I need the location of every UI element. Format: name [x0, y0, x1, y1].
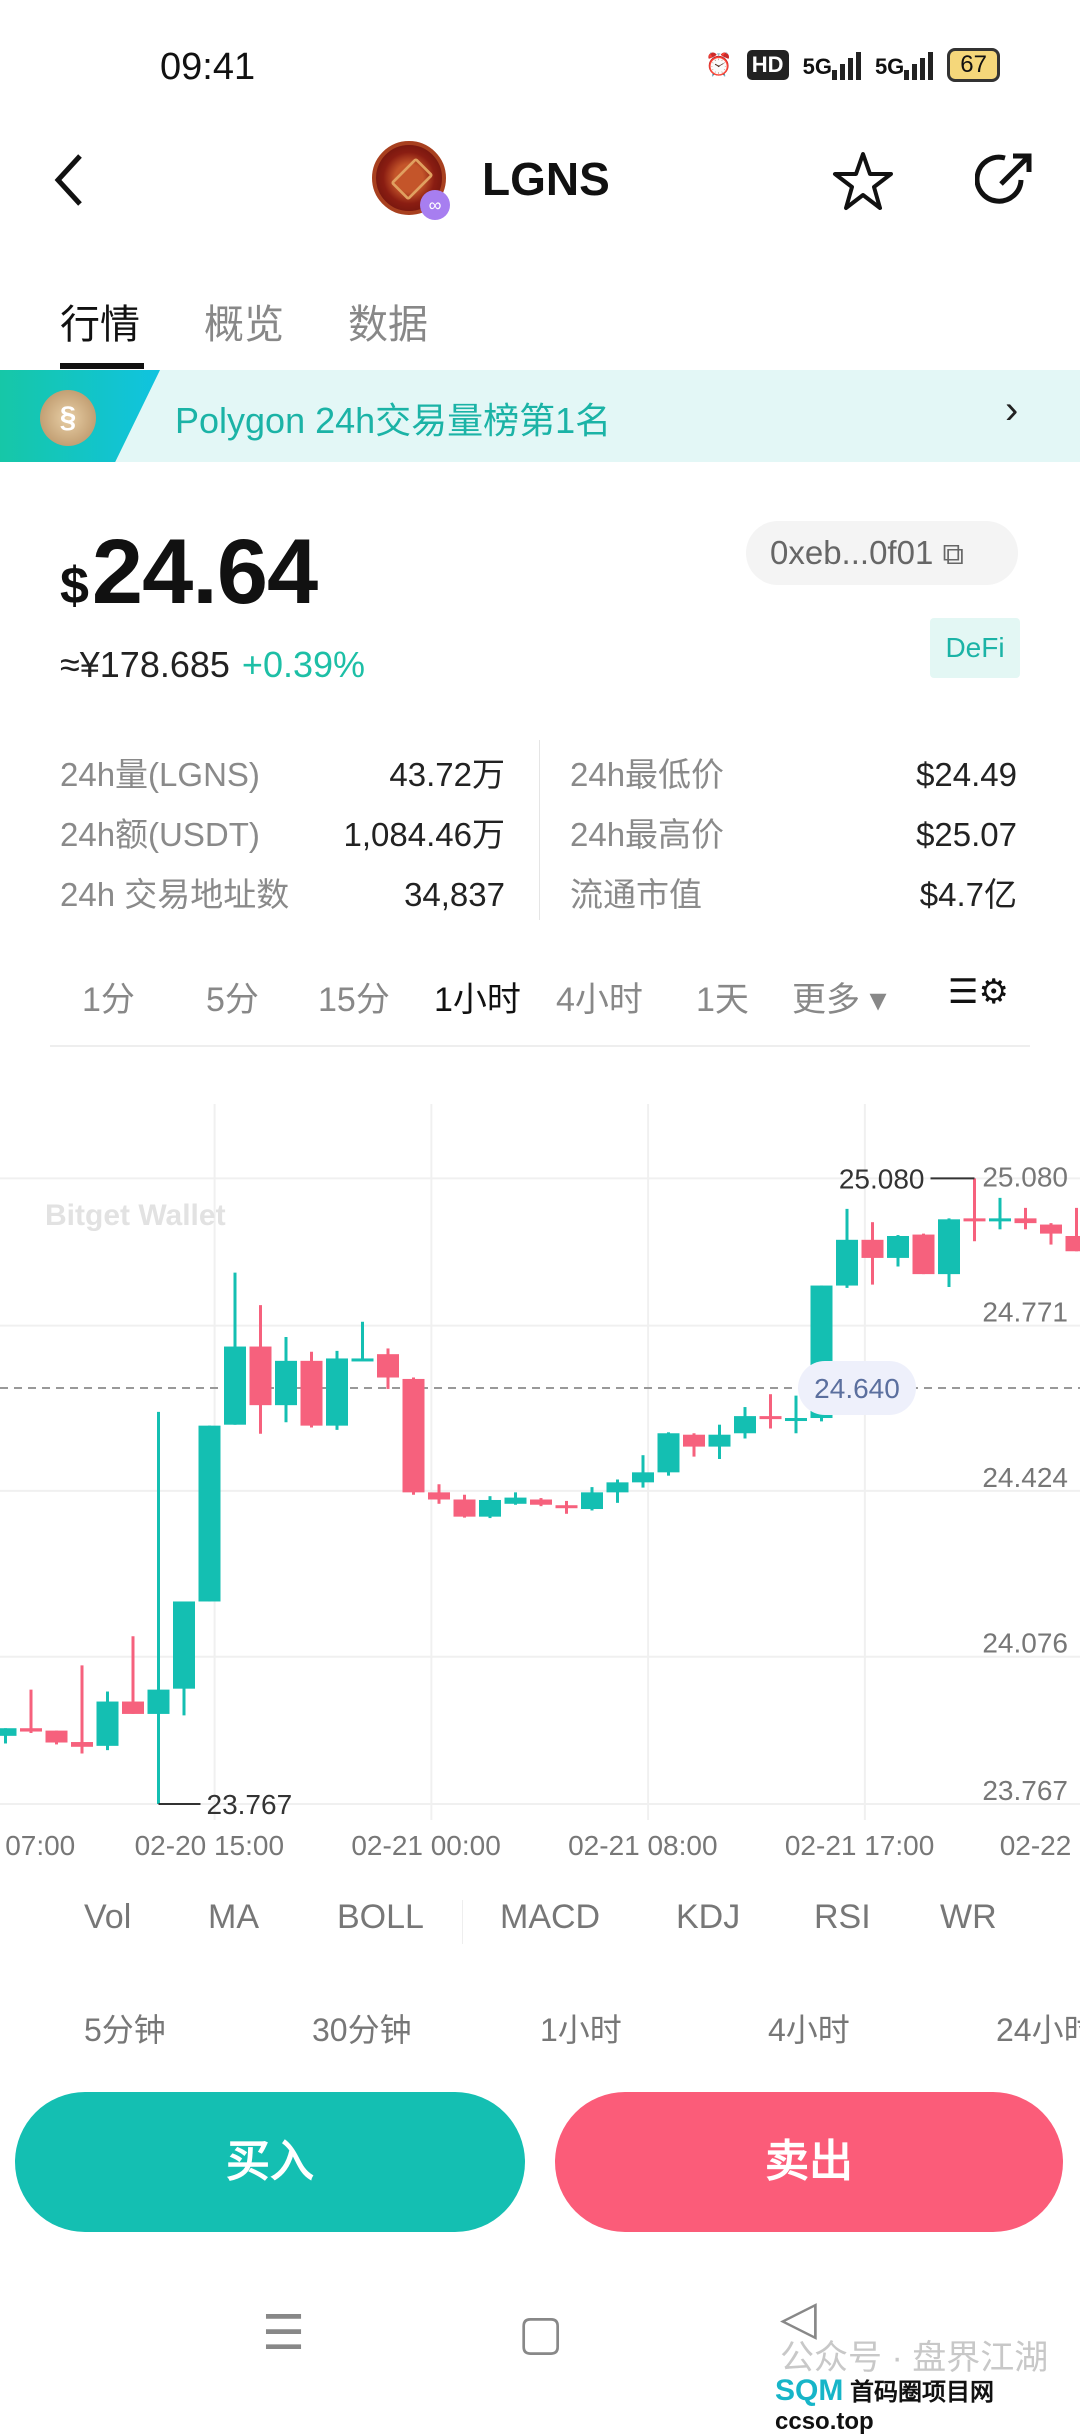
candle-body	[97, 1702, 119, 1746]
candle-body	[46, 1731, 68, 1743]
nav-home-icon[interactable]: ▢	[518, 2305, 563, 2361]
candle-body	[275, 1361, 297, 1405]
candle-body	[173, 1601, 195, 1688]
candle-body	[403, 1379, 425, 1492]
y-tick-label: 24.424	[982, 1462, 1068, 1493]
x-tick-label: 02-21 08:00	[568, 1830, 717, 1862]
y-tick-label: 23.767	[982, 1775, 1068, 1806]
indicator-kdj[interactable]: KDJ	[676, 1898, 740, 1937]
x-tick-label: 02-21 00:00	[351, 1830, 500, 1862]
x-tick-label: 02-22	[1000, 1830, 1072, 1862]
candle-body	[0, 1728, 17, 1736]
indicator-boll[interactable]: BOLL	[337, 1898, 424, 1937]
candle-body	[709, 1435, 731, 1447]
indicator-wr[interactable]: WR	[940, 1898, 997, 1937]
candle-body	[683, 1435, 705, 1447]
candle-body	[632, 1472, 654, 1482]
candle-body	[581, 1492, 603, 1509]
candle-body	[938, 1219, 960, 1274]
sub-interval-5m[interactable]: 5分钟	[84, 2005, 166, 2051]
candle-body	[428, 1492, 450, 1499]
candle-body	[964, 1218, 986, 1221]
min-price-label: 23.767	[207, 1789, 293, 1820]
candle-body	[377, 1354, 399, 1377]
nav-menu-icon[interactable]: ☰	[262, 2305, 305, 2361]
sub-interval-30m[interactable]: 30分钟	[312, 2005, 412, 2051]
candle-body	[301, 1361, 323, 1426]
candle-body	[454, 1500, 476, 1517]
x-tick-label: 07:00	[5, 1830, 75, 1862]
candle-body	[224, 1347, 246, 1425]
candle-body	[479, 1500, 501, 1517]
current-price-label: 24.640	[814, 1373, 900, 1404]
y-tick-label: 24.076	[982, 1628, 1068, 1659]
candle-body	[989, 1218, 1011, 1221]
candle-body	[913, 1235, 935, 1275]
watermark-site: SQM 首码圈项目网 ccso.top	[775, 2372, 1080, 2436]
y-tick-label: 25.080	[982, 1161, 1068, 1192]
sub-interval-24h[interactable]: 24小时	[996, 2005, 1080, 2051]
candle-body	[785, 1418, 807, 1421]
candle-body	[760, 1416, 782, 1419]
buy-button[interactable]: 买入	[15, 2092, 525, 2232]
candle-body	[887, 1236, 909, 1258]
indicator-ma[interactable]: MA	[208, 1898, 259, 1937]
candle-body	[836, 1240, 858, 1286]
candle-body	[530, 1500, 552, 1505]
candle-body	[20, 1728, 42, 1731]
candle-body	[199, 1426, 221, 1602]
candle-body	[1040, 1225, 1062, 1234]
candle-body	[148, 1690, 170, 1714]
candle-body	[734, 1416, 756, 1433]
indicator-rsi[interactable]: RSI	[814, 1898, 871, 1937]
chart-watermark: Bitget Wallet	[45, 1199, 226, 1232]
candle-body	[71, 1742, 93, 1747]
y-tick-label: 24.771	[982, 1297, 1068, 1328]
candle-body	[505, 1498, 527, 1504]
sub-interval-1h[interactable]: 1小时	[540, 2005, 622, 2051]
x-tick-label: 02-21 17:00	[785, 1830, 934, 1862]
candlestick-chart[interactable]: Bitget Wallet 25.080 24.771 24.424 24.076 23.…	[0, 0, 1080, 1900]
sub-interval-4h[interactable]: 4小时	[768, 2005, 850, 2051]
candle-body	[1015, 1218, 1037, 1223]
candle-body	[352, 1358, 374, 1361]
x-tick-label: 02-20 15:00	[135, 1830, 284, 1862]
candle-body	[326, 1358, 348, 1425]
candle-body	[250, 1347, 272, 1406]
max-price-label: 25.080	[839, 1163, 925, 1194]
candle-body	[1066, 1236, 1080, 1251]
candle-body	[556, 1505, 578, 1508]
candle-body	[607, 1482, 629, 1492]
candle-body	[122, 1702, 144, 1714]
candle-body	[658, 1433, 680, 1472]
candle-body	[862, 1240, 884, 1258]
indicator-divider	[462, 1900, 463, 1944]
watermark-brand: SQM	[775, 2374, 843, 2407]
indicator-vol[interactable]: Vol	[84, 1898, 131, 1937]
sell-button[interactable]: 卖出	[555, 2092, 1063, 2232]
indicator-macd[interactable]: MACD	[500, 1898, 600, 1937]
